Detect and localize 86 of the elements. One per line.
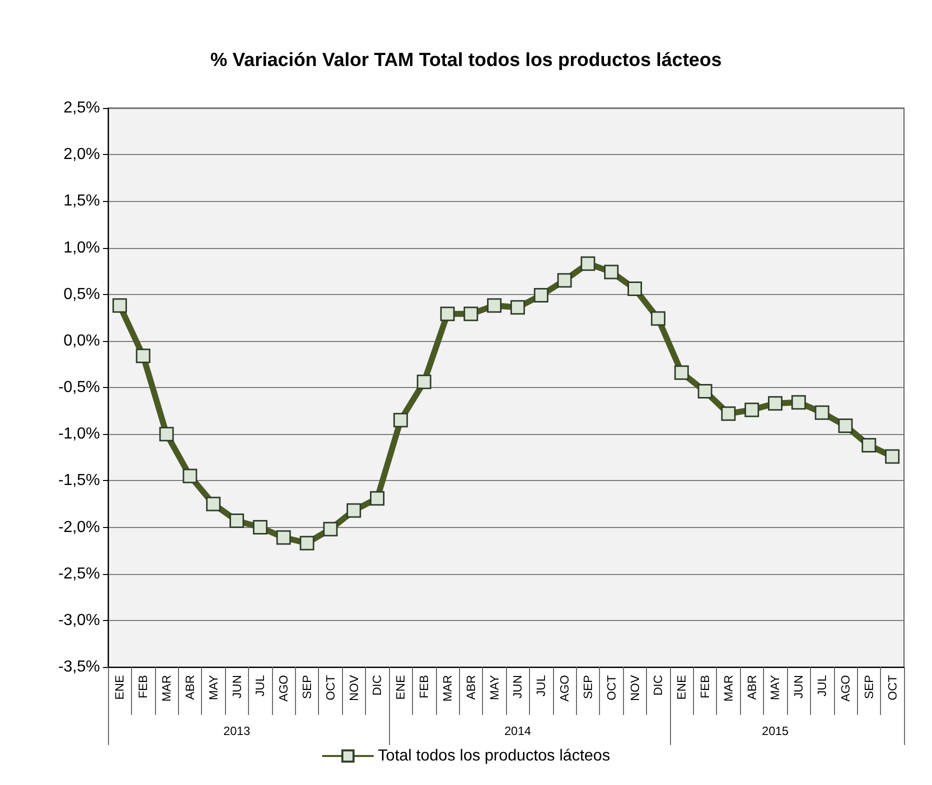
x-tick-label: MAY [487, 675, 502, 700]
point [744, 402, 760, 418]
y-tick-label: -0,5% [58, 379, 100, 396]
point [721, 406, 736, 421]
point [464, 306, 478, 322]
x-tick-label: MAR [440, 674, 454, 702]
point [674, 365, 689, 380]
point [791, 395, 806, 410]
point [112, 298, 127, 313]
x-tick-label: MAR [721, 674, 736, 702]
x-tick-label: DIC [370, 674, 384, 696]
x-tick-label: SEP [300, 675, 314, 700]
point [252, 520, 268, 534]
y-tick-label: -1,5% [58, 472, 100, 490]
point [628, 281, 642, 296]
x-tick-label: AGO [558, 675, 572, 702]
x-tick-label: DIC [651, 674, 666, 696]
point [510, 300, 525, 315]
x-tick-label: FEB [417, 675, 432, 698]
x-tick-label: JUL [534, 674, 548, 696]
x-tick-label: AGO [276, 675, 291, 702]
y-tick-label: 2,0% [64, 146, 100, 164]
point [534, 288, 548, 303]
point [698, 384, 712, 398]
x-tick-label: ABR [464, 674, 478, 700]
point [346, 503, 362, 518]
x-tick-label: JUN [510, 675, 525, 698]
point [768, 396, 782, 411]
point [416, 374, 432, 390]
x-tick-label: ENE [394, 675, 408, 700]
point [487, 298, 502, 313]
x-tick-label: JUL [815, 674, 830, 696]
point [276, 530, 291, 545]
x-tick-label: MAY [768, 675, 782, 700]
x-tick-label: SEP [862, 675, 876, 700]
point [393, 412, 408, 428]
point [159, 426, 174, 442]
y-tick-label: 0,5% [64, 286, 100, 303]
y-tick-label: 0,0% [64, 332, 100, 350]
point [885, 449, 900, 464]
point [838, 418, 853, 433]
y-tick-label: -2,5% [58, 565, 100, 582]
chart-title: % Variación Valor TAM Total todos los productos lácteos [210, 50, 722, 71]
point [206, 496, 221, 512]
y-tick-label: 1,0% [64, 239, 100, 256]
point [136, 348, 150, 364]
text: 2015 [762, 724, 789, 738]
text: 2014 [504, 724, 532, 738]
x-tick-label: ABR [744, 674, 759, 700]
point [230, 513, 244, 528]
x-tick-label: ENE [112, 675, 127, 700]
point [182, 468, 198, 484]
x-tick-label: FEB [136, 675, 150, 698]
y-tick-label: 2,5% [64, 100, 100, 116]
x-tick-label: JUL [253, 674, 268, 696]
y-tick-label: -1,0% [58, 426, 100, 443]
y-tick-label: -2,0% [58, 518, 100, 536]
point [440, 306, 455, 322]
point [370, 491, 384, 506]
x-tick-label: JUN [792, 675, 806, 698]
y-tick-label: -3,0% [58, 612, 100, 629]
point [604, 264, 619, 280]
text: 2013 [223, 724, 250, 738]
point [557, 273, 572, 288]
x-tick-label: MAR [160, 674, 174, 702]
x-tick-label: AGO [838, 675, 852, 702]
x-tick-label: OCT [604, 674, 618, 700]
x-tick-label: ENE [674, 675, 689, 700]
x-tick-label: ABR [182, 674, 197, 700]
x-tick-label: SEP [580, 675, 595, 700]
x-tick-label: NOV [346, 675, 361, 702]
legend-label: Total todos los productos lácteos [378, 748, 610, 764]
x-tick-label: NOV [628, 675, 642, 702]
x-tick-label: OCT [885, 674, 900, 700]
y-tick-label: 1,5% [64, 192, 100, 210]
y-tick-label: -3,5% [58, 658, 100, 676]
x-tick-label: OCT [323, 674, 338, 700]
point [814, 405, 830, 420]
point [650, 311, 666, 326]
point [300, 536, 314, 550]
point [580, 256, 596, 271]
x-tick-label: FEB [698, 675, 712, 698]
point [862, 438, 876, 453]
point [323, 522, 338, 536]
x-tick-label: JUN [230, 675, 244, 698]
x-tick-label: MAY [206, 675, 220, 700]
